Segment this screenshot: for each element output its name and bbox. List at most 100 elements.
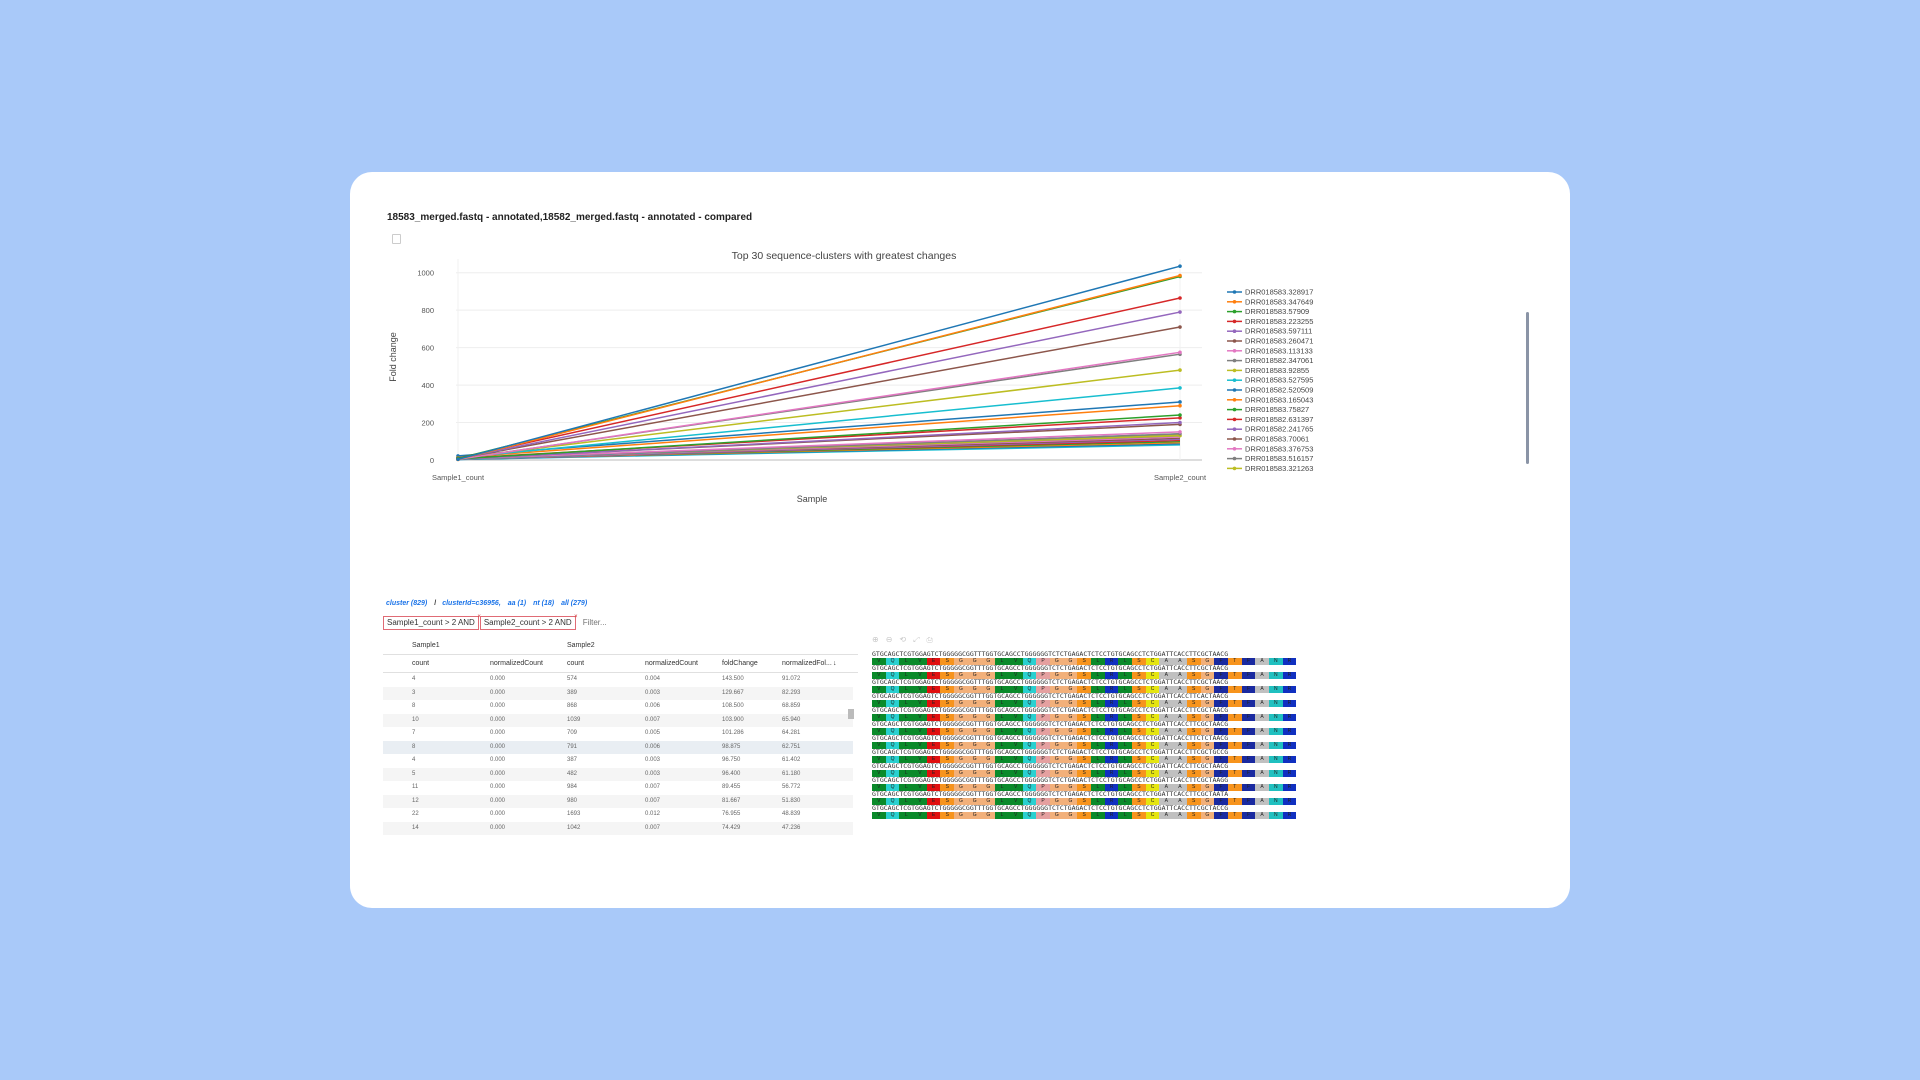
legend-scrollbar[interactable] (1526, 312, 1529, 464)
table-row[interactable]: 4 0.000 574 0.004 143.500 91.072 (383, 673, 853, 687)
table-row[interactable]: 12 0.000 980 0.007 81.667 51.830 (383, 794, 853, 808)
series-line[interactable] (457, 431, 1181, 460)
legend-label[interactable]: DRR018583.70061 (1245, 435, 1309, 444)
table-cell: 0.003 (645, 757, 661, 763)
amino-acid-cell: G (1200, 784, 1215, 791)
data-point[interactable] (1178, 273, 1182, 278)
column-header-fold-change[interactable]: foldChange (722, 660, 758, 667)
data-point[interactable] (1178, 325, 1182, 329)
export-icon[interactable]: ⎙ (926, 637, 933, 644)
column-header-normalized-count[interactable]: normalizedCount (645, 660, 698, 667)
legend-label[interactable]: DRR018582.347061 (1245, 356, 1313, 365)
legend-label[interactable]: DRR018583.165043 (1245, 395, 1313, 404)
column-header-count[interactable]: count (567, 660, 585, 667)
amino-acid-cell: Q (885, 672, 900, 679)
legend-label[interactable]: DRR018583.516157 (1245, 454, 1313, 463)
legend-label[interactable]: DRR018583.321263 (1245, 464, 1313, 473)
series-line[interactable] (457, 351, 1181, 460)
series-line[interactable] (457, 326, 1181, 460)
series-line[interactable] (457, 297, 1181, 459)
breadcrumb-all[interactable]: all (279) (561, 600, 588, 607)
sort-descending-icon[interactable]: ↓ (833, 660, 837, 667)
column-header-normalized-count[interactable]: normalizedCount (490, 660, 543, 667)
amino-acid-cell: C (1145, 728, 1160, 735)
legend-label[interactable]: DRR018583.328917 (1245, 288, 1313, 297)
table-row[interactable]: 14 0.000 1042 0.007 74.429 47.236 (383, 821, 853, 835)
series-line[interactable] (457, 274, 1181, 461)
amino-acid-cell: S (1132, 728, 1146, 735)
series-line[interactable] (457, 387, 1181, 459)
filter-input[interactable] (582, 618, 643, 627)
legend-label[interactable]: DRR018583.597111 (1245, 327, 1312, 336)
legend-label[interactable]: DRR018582.520509 (1245, 386, 1313, 395)
fit-icon[interactable]: ⤢ (913, 637, 920, 644)
data-point[interactable] (1178, 400, 1182, 404)
amino-acid-cell: R (1104, 798, 1119, 805)
table-cell: 8 (412, 703, 416, 709)
amino-acid-cell: A (1159, 658, 1174, 665)
data-point[interactable] (1178, 420, 1182, 425)
legend-label[interactable]: DRR018582.241765 (1245, 425, 1313, 434)
legend-label[interactable]: DRR018583.75827 (1245, 405, 1309, 414)
legend-label[interactable]: DRR018583.347649 (1245, 297, 1313, 306)
data-point[interactable] (1178, 350, 1182, 355)
legend-marker (1232, 398, 1237, 402)
data-point[interactable] (1178, 310, 1182, 314)
breadcrumb-cluster[interactable]: cluster (829) (386, 600, 428, 607)
table-row[interactable]: 4 0.000 387 0.003 96.750 61.402 (383, 754, 853, 768)
table-cell: 709 (567, 730, 578, 736)
legend-label[interactable]: DRR018583.260471 (1245, 337, 1313, 346)
data-point[interactable] (1178, 386, 1182, 390)
remove-filter-icon[interactable]: × (574, 613, 578, 620)
breadcrumb-aa[interactable]: aa (1) (507, 600, 527, 607)
remove-filter-icon[interactable]: × (477, 613, 481, 620)
zoom-in-icon[interactable]: ⊕ (872, 637, 879, 644)
amino-acid-cell: F (1241, 728, 1256, 735)
amino-acid-cell: L (1091, 798, 1105, 805)
data-point[interactable] (1178, 430, 1182, 434)
series-line[interactable] (457, 421, 1181, 460)
table-row[interactable]: 22 0.000 1693 0.012 76.955 48.839 (383, 808, 853, 822)
series-line[interactable] (457, 414, 1181, 460)
document-icon[interactable] (392, 234, 401, 244)
data-point[interactable] (1178, 403, 1182, 408)
breadcrumb-cluster-id[interactable]: clusterId=c36956, (442, 600, 501, 607)
reset-zoom-icon[interactable]: ⟲ (899, 637, 907, 644)
legend-label[interactable]: DRR018583.92855 (1245, 366, 1309, 375)
data-point[interactable] (1178, 264, 1182, 268)
table-row[interactable]: 10 0.000 1039 0.007 103.900 65.940 (383, 713, 853, 727)
legend-label[interactable]: DRR018583.527595 (1245, 376, 1313, 385)
table-row[interactable]: 8 0.000 868 0.006 108.500 68.859 (383, 700, 853, 714)
filter-chip-sample2[interactable]: Sample2_count > 2 AND × (479, 614, 578, 630)
amino-acid-cell: G (1200, 672, 1215, 679)
table-row[interactable]: 5 0.000 482 0.003 96.400 61.180 (383, 767, 853, 781)
column-header-normalized-fold-change[interactable]: normalizedFol... (782, 660, 832, 667)
series-line[interactable] (457, 369, 1181, 459)
data-point[interactable] (1178, 416, 1182, 420)
filter-chip-sample1[interactable]: Sample1_count > 2 AND × (383, 614, 481, 630)
table-cell: 129.667 (722, 689, 744, 696)
breadcrumb-nt[interactable]: nt (18) (533, 600, 555, 607)
legend-label[interactable]: DRR018583.57909 (1245, 307, 1309, 316)
data-point[interactable] (1178, 296, 1182, 300)
legend-label[interactable]: DRR018583.113133 (1245, 346, 1313, 355)
table-scrollbar[interactable] (848, 709, 854, 719)
column-header-count[interactable]: count (412, 660, 430, 667)
zoom-out-icon[interactable]: ⊖ (885, 637, 893, 644)
series-line[interactable] (457, 311, 1181, 460)
data-point[interactable] (1178, 413, 1182, 417)
series-line[interactable] (457, 401, 1181, 457)
legend-label[interactable]: DRR018583.376753 (1245, 444, 1313, 453)
legend-label[interactable]: DRR018583.223255 (1245, 317, 1313, 326)
table-row[interactable]: 11 0.000 984 0.007 89.455 56.772 (383, 781, 853, 795)
table-row[interactable]: 8 0.000 791 0.006 98.875 62.751 (383, 740, 853, 754)
series-line[interactable] (457, 265, 1181, 460)
series-line[interactable] (457, 404, 1181, 459)
amino-acid-cell: F (1214, 812, 1228, 819)
table-row[interactable]: 7 0.000 709 0.005 101.286 64.281 (383, 727, 853, 741)
data-point[interactable] (456, 457, 460, 462)
data-point[interactable] (1178, 368, 1182, 372)
legend-label[interactable]: DRR018582.631397 (1245, 415, 1313, 424)
table-row[interactable]: 3 0.000 389 0.003 129.667 82.293 (383, 686, 853, 700)
